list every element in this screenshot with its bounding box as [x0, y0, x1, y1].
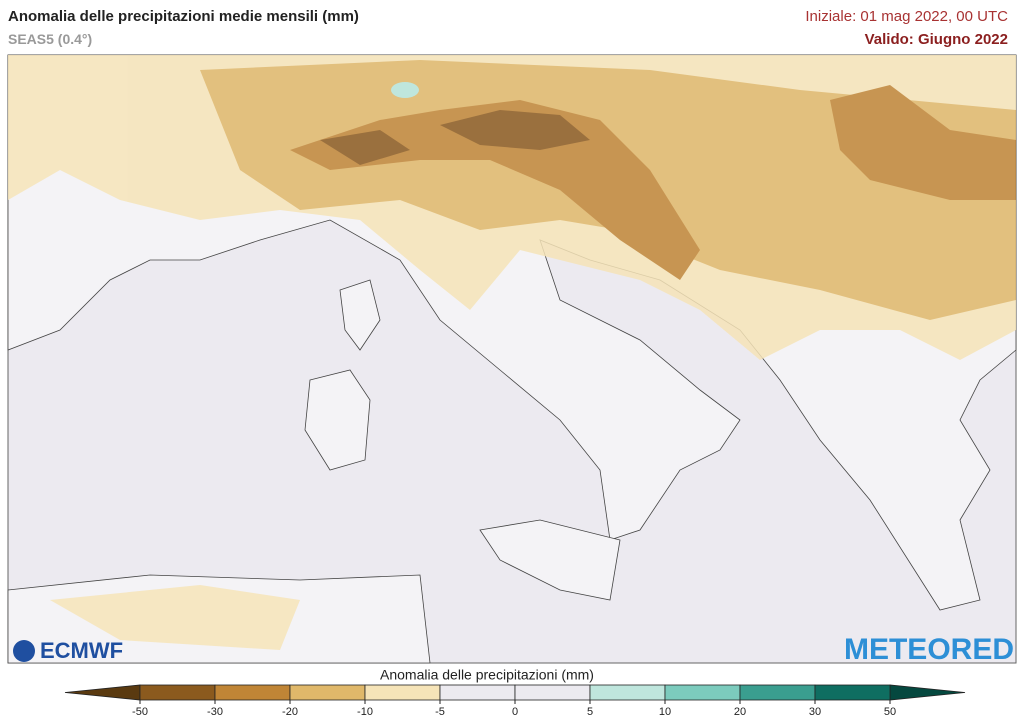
colorbar-tick-label: 20	[734, 706, 746, 718]
logo-meteored: METEORED	[844, 633, 1014, 666]
colorbar-tick-label: -20	[282, 706, 298, 718]
colorbar-segment	[214, 684, 291, 701]
dry-anomaly	[8, 55, 1016, 650]
logo-ecmwf: ECMWF	[13, 638, 123, 663]
colorbar-tick-label: 5	[587, 706, 593, 718]
colorbar-segment	[139, 684, 216, 701]
colorbar-tick-label: 30	[809, 706, 821, 718]
legend-title: Anomalia delle precipitazioni (mm)	[380, 667, 594, 683]
colorbar: -50 -30 -20 -10 -5 0 5 10 20 30 50	[64, 684, 966, 718]
subtitle: SEAS5 (0.4°)	[8, 31, 93, 47]
colorbar-tick-label: 0	[512, 706, 518, 718]
colorbar-segment	[739, 684, 816, 701]
colorbar-segment	[289, 684, 366, 701]
colorbar-arrow	[64, 684, 141, 701]
colorbar-segment	[589, 684, 666, 701]
title: Anomalia delle precipitazioni medie mens…	[8, 8, 359, 25]
colorbar-tick-label: -5	[435, 706, 445, 718]
colorbar-tick-label: -10	[357, 706, 373, 718]
logo-text: ECMWF	[40, 638, 123, 663]
colorbar-arrow	[889, 684, 966, 701]
colorbar-tick-label: 10	[659, 706, 671, 718]
colorbar-segment	[439, 684, 516, 701]
colorbar-segment	[814, 684, 891, 701]
colorbar-segment	[514, 684, 591, 701]
colorbar-tick-label: -30	[207, 706, 223, 718]
wet-anomaly	[391, 82, 419, 98]
colorbar-tick-label: 50	[884, 706, 896, 718]
valid-date: Valido: Giugno 2022	[864, 31, 1008, 48]
colorbar-segment	[664, 684, 741, 701]
colorbar-tick-label: -50	[132, 706, 148, 718]
colorbar-segment	[364, 684, 441, 701]
init-date: Iniziale: 01 mag 2022, 00 UTC	[805, 8, 1008, 25]
